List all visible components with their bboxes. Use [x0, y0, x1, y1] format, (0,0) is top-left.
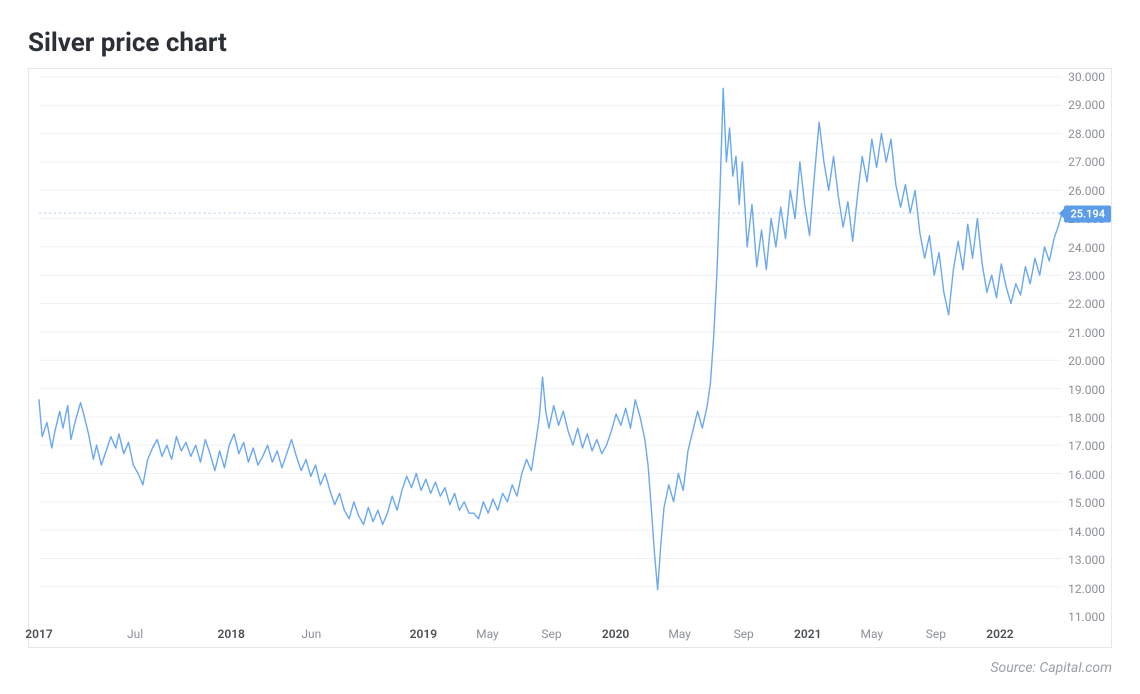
y-axis-label: 14.000 — [1066, 525, 1105, 539]
source-attribution: Source: Capital.com — [990, 660, 1112, 676]
x-axis-label: Sep — [926, 627, 946, 641]
current-price-badge: 25.194 — [1064, 205, 1111, 222]
x-axis-label: May — [476, 627, 499, 641]
y-axis-label: 20.000 — [1066, 354, 1105, 368]
y-axis-label: 16.000 — [1066, 468, 1105, 482]
y-axis-label: 30.000 — [1066, 70, 1105, 84]
x-axis-label: 2017 — [25, 627, 52, 641]
plot-svg — [29, 69, 1111, 647]
y-axis-label: 22.000 — [1066, 297, 1105, 311]
price-chart: 11.000 12.000 13.000 14.000 15.000 16.000 17.0… — [28, 68, 1112, 648]
x-axis-label: 2018 — [217, 627, 244, 641]
x-axis-label: Sep — [734, 627, 754, 641]
y-axis-label: 21.000 — [1066, 326, 1105, 340]
x-axis-label: Sep — [541, 627, 561, 641]
y-axis-label: 18.000 — [1066, 411, 1105, 425]
x-axis-label: Jul — [127, 627, 143, 641]
y-axis-label: 24.000 — [1066, 241, 1105, 255]
x-axis-label: 2019 — [410, 627, 437, 641]
y-axis-label: 12.000 — [1066, 582, 1105, 596]
y-axis-label: 23.000 — [1066, 269, 1105, 283]
x-axis-label: 2021 — [794, 627, 821, 641]
y-axis-label: 27.000 — [1066, 155, 1105, 169]
y-axis-label: 26.000 — [1066, 184, 1105, 198]
x-axis-label: May — [861, 627, 884, 641]
y-axis-label: 11.000 — [1066, 610, 1105, 624]
y-axis-label: 29.000 — [1066, 98, 1105, 112]
x-axis-label: Jun — [301, 627, 321, 641]
y-axis-label: 15.000 — [1066, 496, 1105, 510]
x-axis-label: 2022 — [986, 627, 1013, 641]
y-axis-label: 13.000 — [1066, 553, 1105, 567]
x-axis-label: May — [668, 627, 691, 641]
chart-title: Silver price chart — [28, 28, 1112, 58]
x-axis-label: 2020 — [602, 627, 629, 641]
y-axis-label: 17.000 — [1066, 439, 1105, 453]
y-axis-label: 28.000 — [1066, 127, 1105, 141]
y-axis-label: 19.000 — [1066, 383, 1105, 397]
